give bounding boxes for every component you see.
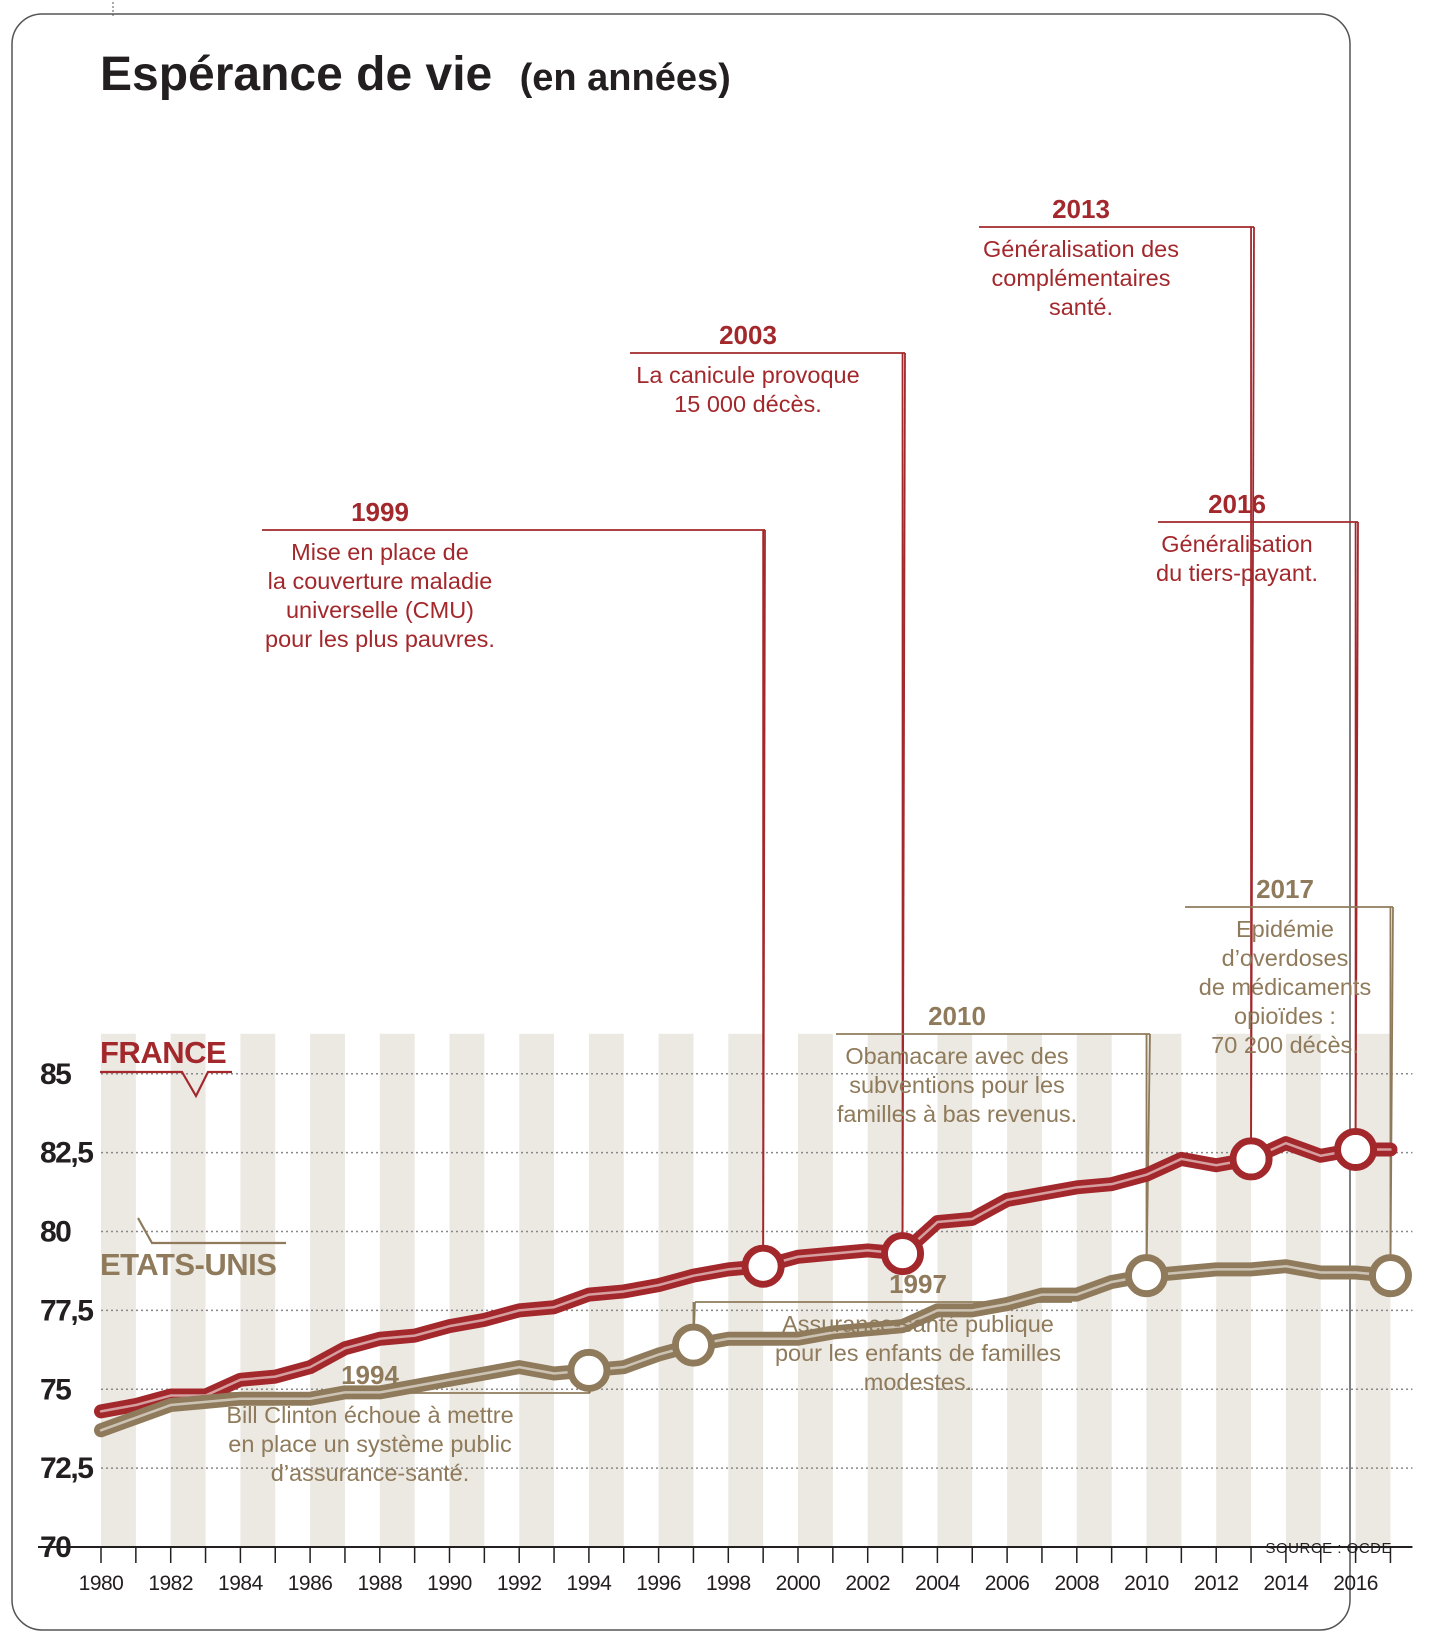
annotation-text-fr-2013: complémentaires xyxy=(992,265,1171,291)
x-tick-label: 2010 xyxy=(1124,1572,1169,1595)
x-tick-label: 2002 xyxy=(845,1572,890,1595)
annotation-text-us-2010: familles à bas revenus. xyxy=(837,1101,1077,1127)
band-1988 xyxy=(379,1033,415,1547)
annotation-text-fr-1999: universelle (CMU) xyxy=(286,597,474,623)
x-tick-label: 1982 xyxy=(148,1572,193,1595)
x-tick-label: 2016 xyxy=(1333,1572,1378,1595)
x-tick-label: 1994 xyxy=(567,1572,613,1595)
marker-ring-us-2017 xyxy=(1375,1261,1405,1291)
x-tick-label: 1984 xyxy=(218,1572,264,1595)
annotation-text-us-2017: opioïdes : xyxy=(1234,1003,1336,1029)
annotation-text-us-1994: en place un système public xyxy=(228,1431,512,1457)
annotation-text-us-1994: Bill Clinton échoue à mettre xyxy=(226,1402,513,1428)
x-tick-label: 2014 xyxy=(1264,1572,1310,1595)
x-tick-label: 1988 xyxy=(357,1572,402,1595)
band-1992 xyxy=(519,1033,555,1547)
band-2014 xyxy=(1285,1033,1321,1547)
annotation-year-fr-2016: 2016 xyxy=(1208,489,1266,519)
band-2004 xyxy=(937,1033,973,1547)
y-tick-label: 85 xyxy=(40,1058,71,1091)
x-tick-label: 1998 xyxy=(706,1572,751,1595)
annotation-text-us-2017: d’overdoses xyxy=(1222,945,1349,971)
x-tick-label: 1990 xyxy=(427,1572,472,1595)
annotation-text-us-1997: pour les enfants de familles xyxy=(775,1340,1061,1366)
source-label: SOURCE : OCDE xyxy=(1265,1540,1392,1557)
series-highlight-etats-unis xyxy=(99,1264,1392,1432)
y-gridlines xyxy=(101,1072,1413,1469)
band-2002 xyxy=(867,1033,903,1547)
annotation-text-us-2017: Epidémie xyxy=(1236,916,1334,942)
x-tick-label: 1996 xyxy=(636,1572,681,1595)
y-tick-label: 82,5 xyxy=(40,1137,93,1170)
annotation-markers xyxy=(567,1127,1412,1392)
legend-france-pointer xyxy=(100,1070,232,1099)
legend-etats-unis-pointer xyxy=(137,1217,286,1245)
marker-ring-us-1997 xyxy=(678,1330,708,1360)
annotation-text-us-2010: subventions pour les xyxy=(849,1072,1065,1098)
band-1980 xyxy=(101,1033,136,1547)
annotation-text-fr-1999: Mise en place de xyxy=(291,539,469,565)
x-tick-label: 2008 xyxy=(1054,1572,1099,1595)
band-2012 xyxy=(1216,1033,1252,1547)
marker-ring-fr-2013 xyxy=(1236,1144,1266,1174)
y-tick-label: 72,5 xyxy=(40,1452,93,1485)
annotation-text-fr-2003: 15 000 décès. xyxy=(674,391,822,417)
x-tick-label: 1980 xyxy=(79,1572,124,1595)
band-1998 xyxy=(728,1033,764,1547)
annotation-texts: 1999 Mise en place de la couverture maladi… xyxy=(226,194,1371,1486)
band-1982 xyxy=(170,1033,206,1547)
annotation-year-us-2017: 2017 xyxy=(1256,874,1314,904)
annotation-text-us-1994: d’assurance-santé. xyxy=(271,1460,470,1486)
y-tick-label: 77,5 xyxy=(40,1294,93,1327)
chart-title-unit: (en années) xyxy=(520,57,731,99)
marker-ring-fr-2003 xyxy=(888,1239,918,1269)
band-1990 xyxy=(449,1033,485,1547)
legend-france: FRANCE xyxy=(100,1035,226,1070)
x-axis: 1980 1982 1984 1986 1988 1990 1992 1994 1996 1998… xyxy=(38,1546,1413,1595)
marker-ring-us-2010 xyxy=(1132,1261,1161,1291)
annotation-year-us-2010: 2010 xyxy=(928,1001,986,1031)
annotation-text-fr-2013: Généralisation des xyxy=(983,236,1179,262)
x-tick-label: 2000 xyxy=(776,1572,821,1595)
annotation-text-us-2017: 70 200 décès. xyxy=(1211,1032,1359,1058)
marker-ring-fr-2016 xyxy=(1341,1134,1371,1164)
annotation-text-fr-1999: pour les plus pauvres. xyxy=(265,626,495,652)
legend-etats-unis: ETATS-UNIS xyxy=(100,1247,276,1282)
x-tick-label: 2004 xyxy=(915,1572,961,1595)
x-tick-label: 2012 xyxy=(1194,1572,1239,1595)
annotation-year-fr-1999: 1999 xyxy=(351,497,409,527)
band-1984 xyxy=(240,1033,276,1547)
marker-ring-fr-1999 xyxy=(748,1251,778,1281)
chart-title: Espérance de vie (en années) xyxy=(100,48,731,101)
x-tick-label: 1986 xyxy=(288,1572,333,1595)
y-tick-label: 75 xyxy=(40,1373,71,1406)
annotation-year-us-1997: 1997 xyxy=(889,1269,947,1299)
band-2000 xyxy=(798,1033,833,1547)
annotation-year-fr-2003: 2003 xyxy=(719,320,777,350)
annotation-year-fr-2013: 2013 xyxy=(1052,194,1110,224)
annotation-text-us-1997: Assurance-santé publique xyxy=(782,1311,1054,1337)
annotation-text-fr-1999: la couverture maladie xyxy=(268,568,493,594)
annotation-text-fr-2013: santé. xyxy=(1049,294,1113,320)
annotation-text-us-2010: Obamacare avec des xyxy=(845,1043,1068,1069)
x-tick-label: 2006 xyxy=(985,1572,1030,1595)
band-1986 xyxy=(310,1033,345,1547)
annotation-text-fr-2016: Généralisation xyxy=(1161,531,1313,557)
annotation-text-fr-2003: La canicule provoque xyxy=(636,362,859,388)
annotation-text-fr-2016: du tiers-payant. xyxy=(1156,560,1318,586)
x-tick-label: 1992 xyxy=(497,1572,542,1595)
annotation-year-us-1994: 1994 xyxy=(341,1360,399,1390)
annotation-text-us-1997: modestes. xyxy=(864,1369,972,1395)
chart-title-main: Espérance de vie xyxy=(100,48,492,101)
y-tick-label: 80 xyxy=(40,1216,71,1249)
annotation-text-us-2017: de médicaments xyxy=(1199,974,1371,1000)
legend: FRANCE ETATS-UNIS xyxy=(100,1035,286,1282)
marker-ring-us-1994 xyxy=(574,1355,604,1385)
